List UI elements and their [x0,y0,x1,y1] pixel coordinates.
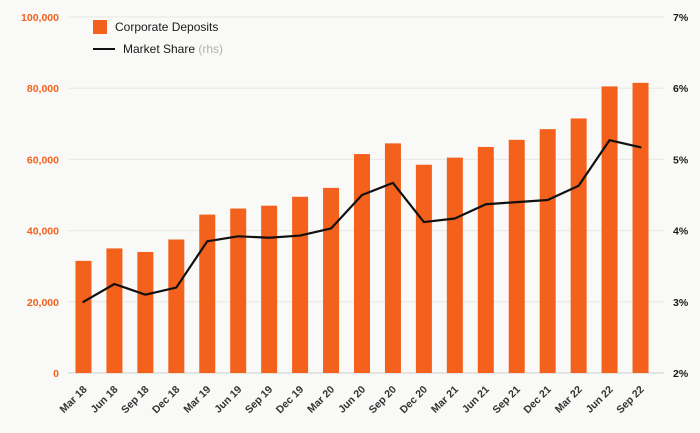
bar [508,139,525,373]
y-right-tick-label: 2% [673,368,689,380]
bar [477,146,494,373]
y-right-tick-label: 3% [673,297,689,309]
x-tick-label: Sep 21 [490,384,523,417]
x-tick-label: Sep 18 [119,384,152,417]
bar [539,129,556,373]
bar [261,205,278,373]
bar [75,260,92,373]
bar-swatch-icon [93,20,107,34]
bar [446,157,463,373]
x-tick-label: Dec 20 [398,384,431,417]
x-tick-label: Dec 18 [150,384,183,417]
x-tick-label: Jun 21 [460,384,492,416]
x-tick-label: Mar 22 [553,384,585,416]
bar [415,164,432,373]
bar [632,82,649,374]
bar [384,143,401,373]
y-right-tick-label: 4% [673,226,689,238]
x-tick-label: Mar 19 [181,384,213,416]
bar [230,208,247,373]
y-left-tick-label: 20,000 [27,297,59,309]
x-tick-label: Jun 18 [89,384,121,416]
y-right-tick-label: 6% [673,83,689,95]
legend-label: Corporate Deposits [115,20,219,34]
bar [601,86,618,374]
x-tick-label: Jun 20 [336,384,368,416]
bar [199,214,216,373]
legend-rhs-suffix: (rhs) [198,42,224,56]
y-left-tick-label: 80,000 [27,83,59,95]
legend-label: Market Share [123,42,196,56]
y-right-tick-label: 5% [673,154,689,166]
y-axis-left-labels: 0 20,000 40,000 60,000 80,000 100,000 [21,12,59,380]
bar [106,248,123,373]
bar [354,154,370,373]
y-left-tick-label: 40,000 [27,226,59,238]
market-share-line [82,139,642,303]
x-tick-label: Dec 19 [274,384,307,417]
y-left-tick-label: 100,000 [21,12,59,24]
y-left-tick-label: 60,000 [27,154,59,166]
x-tick-label: Sep 22 [614,384,647,417]
x-tick-label: Mar 18 [58,384,90,416]
bar [570,118,587,374]
bar [323,187,340,373]
bar [168,239,185,373]
bar [292,196,309,373]
legend-item-corporate-deposits[interactable]: Corporate Deposits [93,20,223,34]
x-tick-label: Jun 22 [584,384,616,416]
x-tick-label: Sep 19 [243,384,276,417]
line-swatch-icon [93,48,115,50]
x-tick-label: Dec 21 [521,384,554,417]
y-right-tick-label: 7% [673,12,689,24]
chart-legend: Corporate Deposits Market Share (rhs) [93,20,223,56]
bars-corporate-deposits [75,82,649,374]
bar [137,251,154,373]
x-tick-label: Jun 19 [212,384,244,416]
legend-item-market-share[interactable]: Market Share (rhs) [93,42,223,56]
x-tick-label: Sep 20 [367,384,400,417]
y-axis-right-labels: 2% 3% 4% 5% 6% 7% [673,12,689,380]
x-tick-label: Mar 21 [429,384,461,416]
y-left-tick-label: 0 [53,368,59,380]
x-tick-label: Mar 20 [305,384,337,416]
